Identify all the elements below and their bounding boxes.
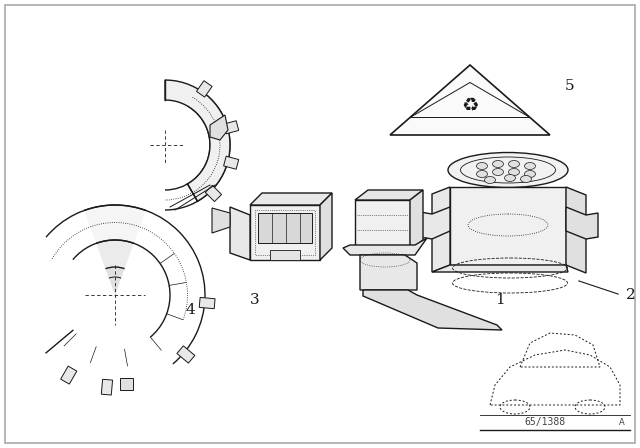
Ellipse shape [520,176,531,182]
Polygon shape [566,207,598,239]
Polygon shape [270,250,300,260]
Circle shape [87,267,143,323]
Polygon shape [210,115,228,140]
Ellipse shape [493,168,504,176]
Polygon shape [343,238,427,255]
Wedge shape [20,206,210,390]
Ellipse shape [525,171,536,177]
Ellipse shape [477,163,488,169]
Text: ♻: ♻ [461,96,479,115]
Circle shape [25,205,205,385]
Polygon shape [199,297,215,309]
Polygon shape [61,366,77,384]
Ellipse shape [448,152,568,188]
Polygon shape [196,81,212,97]
Text: 3: 3 [250,293,260,307]
Ellipse shape [477,171,488,177]
Polygon shape [410,190,423,250]
Polygon shape [355,200,410,250]
Polygon shape [230,207,250,260]
Polygon shape [566,187,586,273]
Ellipse shape [509,168,520,176]
Polygon shape [432,265,568,272]
Text: 4: 4 [185,303,195,317]
Polygon shape [390,65,550,135]
Polygon shape [212,208,230,233]
Polygon shape [165,80,230,201]
Text: 2: 2 [626,288,636,302]
Ellipse shape [484,177,495,184]
Ellipse shape [493,160,504,168]
Polygon shape [355,190,423,200]
Text: 5: 5 [565,79,575,93]
Text: 65/1388: 65/1388 [524,417,566,427]
Polygon shape [420,207,450,239]
Polygon shape [205,185,221,202]
Text: A: A [619,418,625,426]
Polygon shape [320,193,332,260]
Polygon shape [363,290,502,330]
Circle shape [60,240,170,350]
Polygon shape [250,193,332,205]
Polygon shape [177,346,195,363]
Polygon shape [432,187,450,272]
Polygon shape [223,156,239,169]
Ellipse shape [525,163,536,169]
Polygon shape [120,378,133,390]
Polygon shape [258,213,312,243]
Polygon shape [450,187,566,265]
Polygon shape [360,255,417,290]
Polygon shape [250,205,320,260]
Ellipse shape [509,160,520,168]
Polygon shape [101,379,113,395]
Ellipse shape [504,175,515,181]
Text: 1: 1 [495,293,505,307]
Polygon shape [223,121,239,134]
